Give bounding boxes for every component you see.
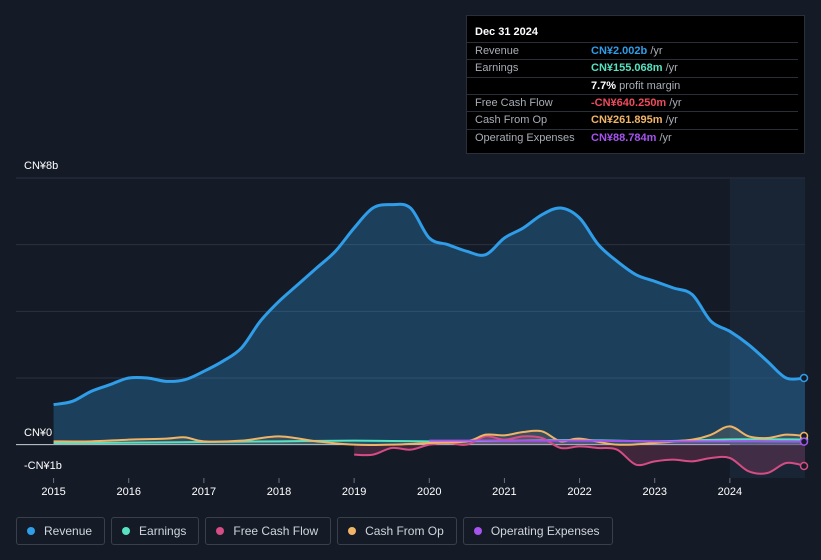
x-tick-label: 2021	[492, 486, 516, 498]
legend-item-operating-expenses[interactable]: Operating Expenses	[462, 517, 613, 545]
legend-item-revenue[interactable]: Revenue	[16, 517, 106, 545]
legend-label: Earnings	[139, 524, 187, 538]
tooltip-row: Revenue CN¥2.002b /yr	[467, 42, 798, 60]
tooltip-row-label: Operating Expenses	[475, 131, 575, 144]
legend-dot-icon	[216, 527, 225, 535]
x-tick-label: 2019	[342, 486, 366, 498]
x-tick-label: 2016	[116, 486, 140, 498]
operating-expenses-end-dot	[799, 437, 809, 446]
free-cash-flow-area	[354, 436, 805, 474]
tooltip-row-value: CN¥261.895m /yr	[591, 114, 678, 127]
tooltip-row-value: CN¥2.002b /yr	[591, 45, 663, 57]
revenue-end-dot	[799, 373, 809, 383]
x-tick-label: 2017	[192, 486, 216, 498]
legend: Revenue Earnings Free Cash Flow Cash From O…	[16, 517, 613, 547]
legend-item-free-cash-flow[interactable]: Free Cash Flow	[205, 517, 332, 545]
tooltip-date: Dec 31 2024	[475, 26, 538, 38]
x-tick-label: 2018	[267, 486, 291, 498]
forecast-highlight	[729, 178, 805, 478]
legend-item-cash-from-op[interactable]: Cash From Op	[337, 517, 457, 545]
tooltip-row-label: Free Cash Flow	[475, 96, 553, 109]
tooltip-row: Free Cash Flow -CN¥640.250m /yr	[467, 93, 798, 112]
y-zero-label: CN¥0	[24, 427, 53, 439]
tooltip-row-value: CN¥155.068m /yr	[591, 62, 678, 75]
series-lines	[53, 202, 806, 475]
tooltip-row-value: CN¥88.784m /yr	[591, 131, 672, 144]
free-cash-flow-end-dot	[799, 461, 809, 471]
x-tick-label: 2020	[417, 486, 441, 498]
tooltip-row: Operating Expenses CN¥88.784m /yr	[467, 128, 798, 147]
x-tick-label: 2024	[718, 486, 742, 498]
tooltip-row: 7.7% profit margin	[467, 76, 798, 95]
legend-dot-icon	[27, 527, 35, 535]
free-cash-flow-line	[354, 435, 806, 475]
legend-item-earnings[interactable]: Earnings	[111, 517, 200, 545]
legend-label: Cash From Op	[365, 524, 444, 538]
tooltip-row-value: 7.7% profit margin	[591, 79, 681, 92]
tooltip-row-label: Earnings	[475, 62, 519, 75]
legend-label: Free Cash Flow	[233, 524, 319, 538]
series-end-dots	[799, 373, 809, 471]
legend-dot-icon	[473, 527, 482, 535]
legend-label: Operating Expenses	[490, 524, 600, 538]
tooltip-row: Earnings CN¥155.068m /yr	[467, 59, 798, 77]
x-axis-ticks: 2015 2016 2017 2018 2019 2020 2021 2022 2023 2024	[41, 478, 742, 498]
revenue-area	[53, 204, 806, 445]
tooltip-row-label: Revenue	[475, 45, 520, 57]
x-tick-label: 2015	[41, 486, 65, 498]
x-tick-label: 2022	[567, 486, 591, 498]
cash-from-op-line	[53, 425, 806, 446]
legend-label: Revenue	[44, 524, 93, 538]
tooltip-row: Cash From Op CN¥261.895m /yr	[467, 111, 798, 129]
legend-dot-icon	[348, 527, 357, 535]
data-tooltip: Dec 31 2024 Revenue CN¥2.002b /yr Earnings…	[466, 15, 805, 154]
operating-expenses-line	[429, 439, 806, 443]
revenue-line	[53, 202, 806, 407]
x-tick-label: 2023	[642, 486, 666, 498]
tooltip-row-value: -CN¥640.250m /yr	[591, 96, 682, 109]
legend-dot-icon	[122, 527, 131, 535]
tooltip-row-label: Cash From Op	[475, 114, 548, 127]
y-top-label: CN¥8b	[24, 160, 59, 172]
y-bottom-label: -CN¥1b	[24, 460, 62, 472]
